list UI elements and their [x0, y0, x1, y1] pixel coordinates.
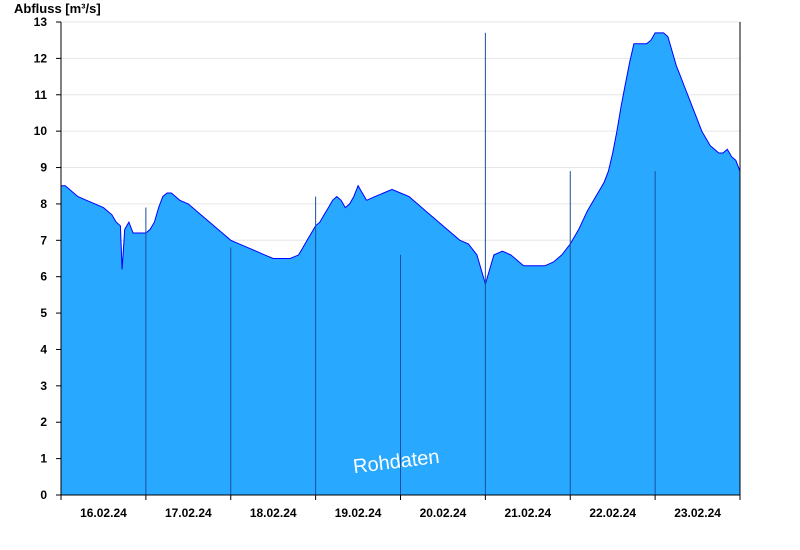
y-tick-label-9: 9 — [40, 161, 47, 175]
x-tick-label-7: 23.02.24 — [674, 506, 721, 520]
y-tick-label-0: 0 — [40, 488, 47, 502]
y-tick-label-11: 11 — [34, 88, 47, 102]
y-tick-label-2: 2 — [40, 415, 47, 429]
y-tick-label-7: 7 — [40, 233, 47, 247]
y-axis-label: Abfluss [m³/s] — [14, 1, 101, 16]
y-tick-label-4: 4 — [40, 342, 47, 356]
x-tick-label-1: 17.02.24 — [165, 506, 212, 520]
x-tick-label-2: 18.02.24 — [250, 506, 297, 520]
x-tick-label-6: 22.02.24 — [589, 506, 636, 520]
y-tick-label-5: 5 — [40, 306, 47, 320]
x-tick-label-0: 16.02.24 — [80, 506, 127, 520]
y-tick-label-6: 6 — [40, 270, 47, 284]
day-separators — [145, 32, 656, 495]
y-tick-label-3: 3 — [40, 379, 47, 393]
x-tick-label-5: 21.02.24 — [504, 506, 551, 520]
y-tick-label-8: 8 — [40, 197, 47, 211]
x-tick-label-3: 19.02.24 — [335, 506, 382, 520]
x-ticks: 16.02.24 17.02.24 18.02.24 19.02.24 20.02.24… — [60, 495, 741, 520]
y-tick-label-12: 12 — [34, 51, 48, 65]
y-tick-label-13: 13 — [34, 15, 48, 29]
discharge-line — [61, 32, 741, 286]
y-tick-label-1: 1 — [40, 452, 47, 466]
y-tick-label-10: 10 — [34, 124, 48, 138]
x-tick-label-4: 20.02.24 — [420, 506, 467, 520]
